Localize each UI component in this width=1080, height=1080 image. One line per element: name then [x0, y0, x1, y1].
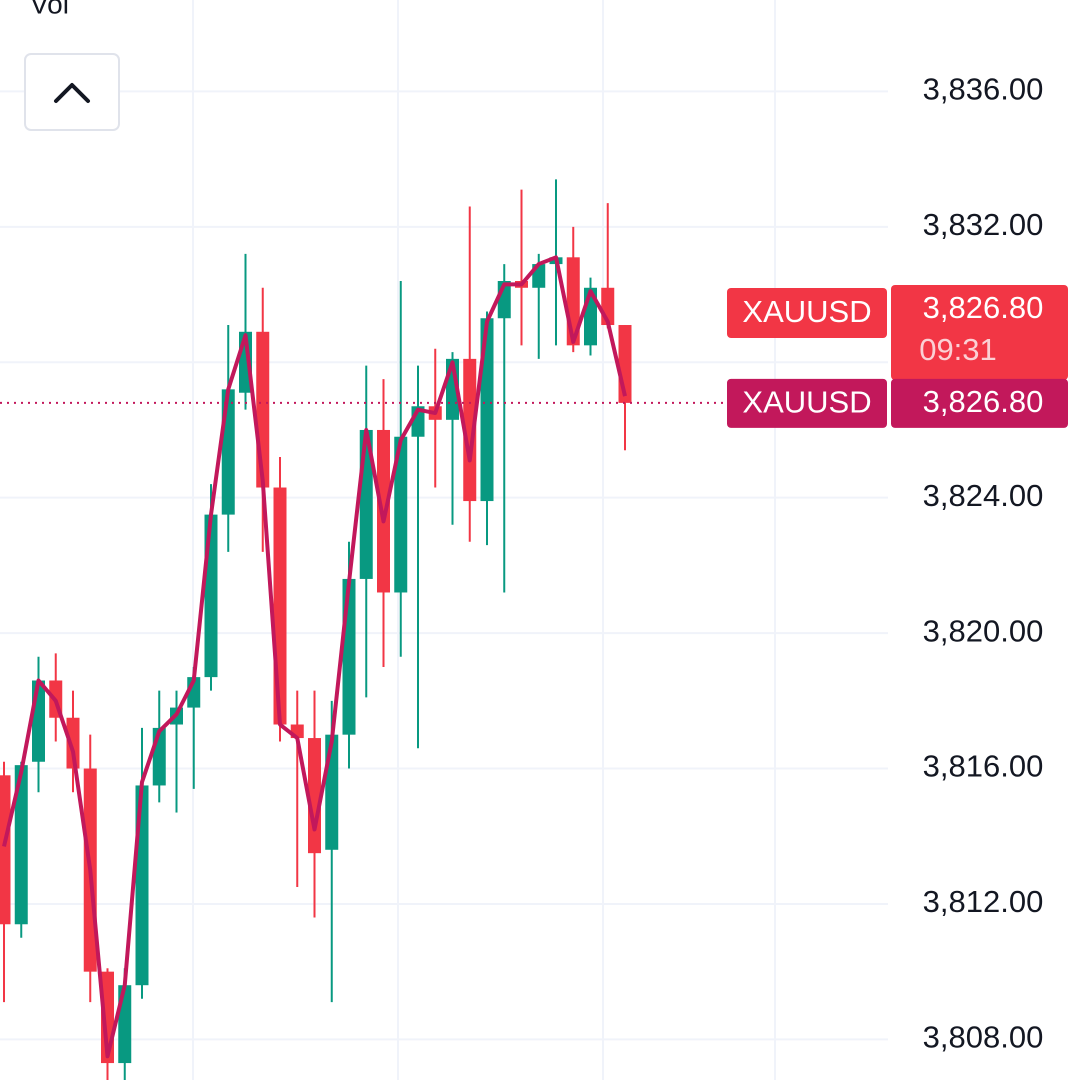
- y-tick-label: 3,808.00: [923, 1020, 1044, 1055]
- y-tick-label: 3,816.00: [923, 749, 1044, 784]
- y-tick-label: 3,820.00: [923, 613, 1044, 648]
- candle-body: [308, 738, 321, 854]
- symbol-tag: [727, 288, 887, 338]
- chevron-icon: [54, 83, 90, 103]
- y-tick-label: 3,832.00: [923, 207, 1044, 242]
- candle-body: [32, 680, 45, 762]
- price-tag: [891, 378, 1068, 428]
- candle-body: [14, 765, 28, 925]
- symbol-tag: [727, 378, 887, 428]
- y-tick-label: 3,812.00: [923, 884, 1044, 919]
- time-grid: [192, 0, 776, 1080]
- symbol-label: XAUUSD: [742, 385, 871, 420]
- button-frame[interactable]: [24, 53, 120, 131]
- price-label: 3,826.80: [923, 384, 1044, 419]
- countdown-label: 09:31: [919, 332, 997, 367]
- price-tags: XAUUSD 3,826.80 09:31 XAUUSD 3,826.80: [727, 285, 1068, 428]
- volume-label: Vol: [30, 0, 69, 19]
- y-tick-label: 3,824.00: [923, 478, 1044, 513]
- collapse-button[interactable]: [24, 53, 120, 131]
- candle-body: [66, 717, 80, 769]
- candle-body: [463, 358, 477, 502]
- candle-body: [342, 578, 356, 735]
- plot: [0, 179, 888, 1080]
- candle-body: [204, 514, 218, 678]
- trend-line: [2, 255, 627, 1059]
- price-grid: 3,808.00 3,812.00 3,816.00 3,820.00 3,824.00…: [0, 72, 1043, 1055]
- candle-body: [325, 734, 339, 850]
- price-label: 3,826.80: [923, 290, 1044, 325]
- candle-body: [394, 436, 408, 593]
- price-tag: [891, 285, 1068, 380]
- symbol-label: XAUUSD: [742, 294, 871, 329]
- candle-body: [273, 487, 287, 725]
- candle-body: [0, 775, 11, 925]
- y-tick-label: 3,836.00: [923, 72, 1044, 107]
